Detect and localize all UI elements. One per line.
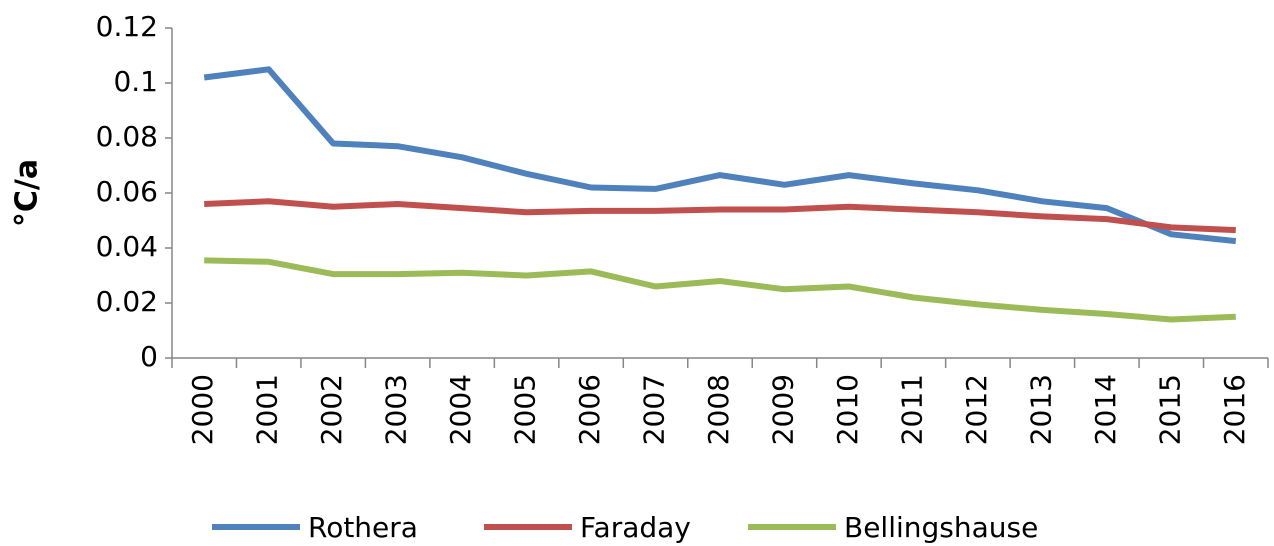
y-axis-label: °C/a	[10, 159, 45, 227]
legend-label: Faraday	[580, 511, 691, 544]
y-tick-label: 0.12	[96, 10, 158, 43]
x-tick-label: 2006	[573, 374, 606, 445]
x-tick-label: 2009	[766, 374, 799, 445]
y-tick-label: 0.06	[96, 175, 158, 208]
y-tick-label: 0.02	[96, 285, 158, 318]
y-tick-label: 0.1	[113, 65, 158, 98]
x-tick-label: 2008	[702, 374, 735, 445]
series-line	[204, 198, 1236, 234]
x-tick-label: 2000	[186, 374, 219, 445]
legend-label: Rothera	[308, 511, 418, 544]
x-tick-label: 2003	[380, 374, 413, 445]
x-tick-label: 2007	[638, 374, 671, 445]
x-tick-label: 2014	[1089, 374, 1122, 445]
x-tick-label: 2016	[1218, 374, 1251, 445]
y-tick-label: 0.08	[96, 120, 158, 153]
series-line	[204, 257, 1236, 323]
x-tick-label: 2015	[1153, 374, 1186, 445]
x-tick-label: 2005	[509, 374, 542, 445]
x-tick-label: 2012	[960, 374, 993, 445]
y-tick-label: 0	[140, 340, 158, 373]
x-tick-label: 2013	[1024, 374, 1057, 445]
y-tick-label: 0.04	[96, 230, 158, 263]
x-tick-label: 2001	[251, 374, 284, 445]
legend-label: Bellingshause	[844, 511, 1038, 544]
series-line	[203, 66, 1237, 245]
x-tick-label: 2004	[444, 374, 477, 445]
x-tick-label: 2002	[315, 374, 348, 445]
x-tick-label: 2010	[831, 374, 864, 445]
x-tick-label: 2011	[895, 374, 928, 445]
